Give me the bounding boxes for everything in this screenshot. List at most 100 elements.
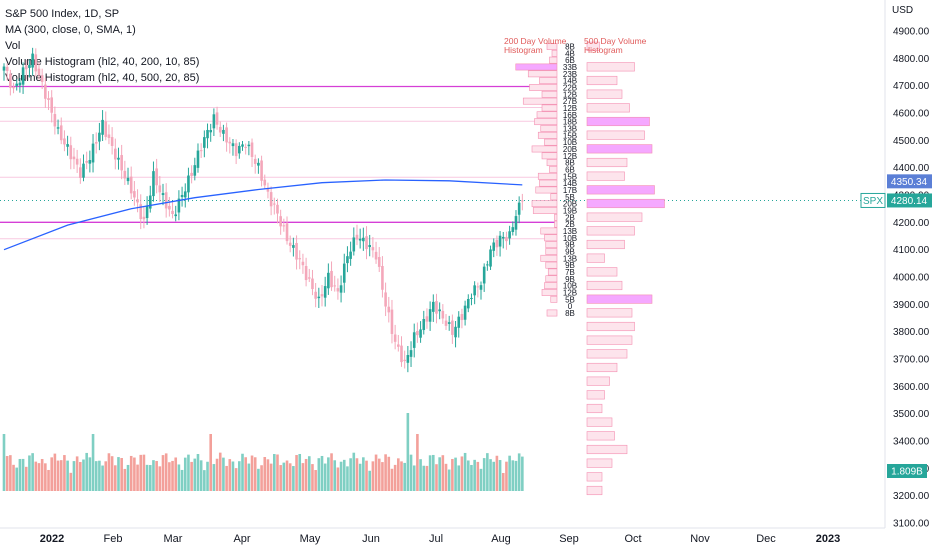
candle-body [412, 332, 416, 348]
volume-bar [139, 454, 143, 491]
moving-average-line [3, 179, 523, 251]
volume-bar [91, 434, 95, 491]
candle-body [409, 350, 413, 357]
histogram-500-bar [586, 308, 633, 318]
candle-body [447, 322, 451, 324]
volume-bar [107, 453, 111, 491]
histogram-200-title: 200 Day Volume [504, 36, 567, 46]
candle-body [206, 129, 209, 139]
legend-volume-histogram-500[interactable]: Volume Histogram (hl2, 40, 500, 20, 85) [5, 72, 200, 84]
volume-bar [511, 460, 515, 491]
histogram-200-label: 0 [568, 302, 573, 311]
candle-body [486, 264, 489, 266]
candle-body [451, 320, 454, 335]
candle-body [31, 53, 34, 68]
candle-body [28, 65, 31, 68]
candle-body [177, 198, 181, 213]
histogram-200-label: 8B [565, 309, 575, 318]
candle-body [222, 129, 225, 134]
volume-bar [320, 455, 324, 491]
volume-bar [101, 465, 104, 491]
volume-bar [212, 464, 216, 491]
histogram-500-bar [586, 485, 603, 496]
candle-body [44, 84, 47, 99]
volume-bar [336, 467, 340, 491]
candle-body [393, 334, 397, 342]
candle-body [327, 272, 330, 289]
volume-bar [508, 455, 511, 491]
candle-body [355, 234, 359, 240]
histogram-200-label: 12B [563, 289, 577, 298]
candle-body [416, 331, 419, 336]
histogram-200-label: 5B [565, 295, 575, 304]
candle-body [406, 355, 410, 363]
candle-body [107, 134, 111, 138]
volume-bar [365, 460, 368, 491]
candle-body [40, 75, 44, 82]
histogram-200-bar [529, 84, 558, 91]
volume-bar [470, 464, 473, 491]
candle-body [292, 245, 295, 248]
legend-title[interactable]: S&P 500 Index, 1D, SP [5, 8, 120, 20]
candle-body [470, 297, 473, 299]
volume-bar [454, 457, 457, 491]
histogram-500-bar [586, 62, 635, 72]
histogram-200-bar [554, 213, 558, 221]
candle-body [314, 291, 317, 299]
candle-body [276, 204, 279, 214]
volume-bar [85, 452, 88, 491]
candle-body [75, 158, 79, 165]
candle-body [110, 137, 114, 146]
x-tick-label: Jun [362, 533, 380, 545]
volume-bar [206, 461, 209, 491]
histogram-200-label: 9B [565, 275, 575, 284]
histogram-500-bar [586, 431, 615, 441]
volume-bar [5, 456, 9, 491]
candle-body [517, 202, 521, 215]
x-tick-label: Dec [756, 533, 776, 545]
volume-bar [482, 458, 486, 491]
histogram-500-bar [586, 239, 625, 250]
volume-bar [282, 462, 286, 491]
candle-body [400, 345, 403, 363]
y-tick-label: 4100.00 [893, 245, 930, 256]
histogram-200-label: 12B [563, 90, 577, 99]
volume-bar [355, 458, 359, 491]
volume-bar [441, 455, 445, 491]
histogram-200-label: 12B [563, 152, 577, 161]
volume-bar [164, 453, 168, 491]
legend-vol[interactable]: Vol [5, 40, 21, 52]
volume-bar [403, 462, 406, 491]
candle-body [263, 179, 267, 186]
histogram-200-label: 13B [563, 254, 577, 263]
x-tick-label: Apr [233, 533, 250, 545]
legend-ma[interactable]: MA (300, close, 0, SMA, 1) [5, 24, 136, 36]
volume-bar [279, 465, 282, 491]
volume-bar [98, 460, 101, 491]
histogram-200-label: 9B [565, 241, 575, 250]
volume-bar [400, 461, 403, 491]
histogram-500-bar [586, 130, 645, 140]
candle-body [241, 144, 244, 147]
histogram-200-label: 20B [563, 200, 577, 209]
histogram-200-label: 13B [563, 125, 577, 134]
volume-bar [260, 465, 263, 491]
candle-body [349, 251, 352, 259]
histogram-200-bar [537, 172, 558, 180]
candle-body [158, 185, 162, 193]
legend-volume-histogram-200[interactable]: Volume Histogram (hl2, 40, 200, 10, 85) [5, 56, 200, 68]
volume-bar [228, 459, 232, 491]
candle-body [495, 239, 499, 248]
candle-body [142, 216, 146, 220]
candle-body [59, 125, 63, 141]
volume-bar [69, 472, 73, 491]
candle-body [463, 305, 467, 320]
histogram-200-label: 16B [563, 111, 577, 120]
candle-body [212, 114, 216, 129]
volume-bar [257, 468, 260, 491]
candle-body [498, 235, 502, 247]
volume-bar [422, 465, 426, 491]
volume-bar [196, 454, 200, 491]
candle-body [460, 314, 464, 321]
